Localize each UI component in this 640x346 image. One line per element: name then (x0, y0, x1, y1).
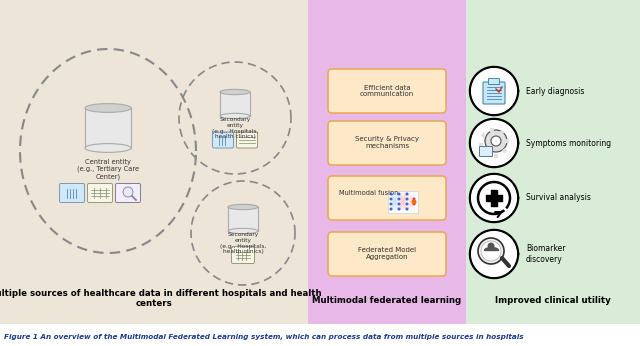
Circle shape (471, 231, 517, 277)
FancyBboxPatch shape (115, 183, 141, 202)
Bar (220, 92, 250, 116)
Bar (502, 148, 508, 154)
Circle shape (471, 175, 517, 221)
Ellipse shape (228, 204, 258, 210)
FancyBboxPatch shape (483, 82, 505, 104)
FancyBboxPatch shape (88, 183, 113, 202)
FancyBboxPatch shape (328, 121, 446, 165)
Text: Secondary
entity
(e.g., Hospitals,
health clinics): Secondary entity (e.g., Hospitals, healt… (212, 117, 258, 139)
Text: Federated Model
Aggregation: Federated Model Aggregation (358, 247, 416, 261)
Text: Improved clinical utility: Improved clinical utility (495, 296, 611, 305)
Text: Survival analysis: Survival analysis (526, 193, 591, 202)
Circle shape (397, 192, 401, 195)
Ellipse shape (228, 228, 258, 234)
FancyBboxPatch shape (488, 79, 499, 84)
Circle shape (481, 241, 501, 261)
Text: Figure 1 An overview of the Multimodal Federated Learning system, which can proc: Figure 1 An overview of the Multimodal F… (4, 334, 524, 340)
Circle shape (397, 208, 401, 210)
FancyBboxPatch shape (237, 132, 257, 148)
Ellipse shape (220, 113, 250, 119)
Text: Multimodal fusion: Multimodal fusion (339, 190, 399, 196)
Circle shape (471, 120, 517, 166)
Text: Secondary
entity
(e.g., Hospitals,
health clinics): Secondary entity (e.g., Hospitals, healt… (220, 232, 266, 254)
Ellipse shape (220, 89, 250, 95)
Ellipse shape (85, 103, 131, 112)
Circle shape (390, 202, 392, 206)
FancyBboxPatch shape (328, 232, 446, 276)
Text: Multiple sources of healthcare data in different hospitals and health
centers: Multiple sources of healthcare data in d… (0, 289, 321, 308)
Text: Central entity
(e.g., Tertiary Care
Center): Central entity (e.g., Tertiary Care Cent… (77, 159, 139, 180)
FancyBboxPatch shape (212, 132, 234, 148)
Bar (481, 133, 486, 138)
Circle shape (390, 198, 392, 200)
Circle shape (390, 208, 392, 210)
Bar (505, 139, 509, 143)
Bar (466, 0, 640, 324)
Circle shape (413, 198, 415, 200)
Text: Multimodal federated learning: Multimodal federated learning (312, 296, 461, 305)
Bar (85, 108, 131, 148)
Circle shape (406, 198, 408, 200)
Circle shape (406, 192, 408, 195)
FancyBboxPatch shape (328, 69, 446, 113)
Circle shape (478, 238, 504, 264)
Circle shape (412, 200, 417, 204)
Circle shape (406, 202, 408, 206)
FancyBboxPatch shape (232, 246, 255, 264)
FancyBboxPatch shape (479, 146, 493, 156)
Circle shape (491, 136, 501, 146)
Circle shape (471, 68, 517, 114)
Bar (308, 0, 466, 324)
Circle shape (390, 192, 392, 195)
FancyBboxPatch shape (328, 176, 446, 220)
Circle shape (397, 198, 401, 200)
Circle shape (397, 202, 401, 206)
Bar (483, 151, 489, 156)
Text: Biomarker
discovery: Biomarker discovery (526, 244, 566, 264)
Text: Early diagnosis: Early diagnosis (526, 86, 584, 95)
Circle shape (406, 208, 408, 210)
Circle shape (413, 202, 415, 206)
Text: Security & Privacy
mechanisms: Security & Privacy mechanisms (355, 137, 419, 149)
Bar (0, 0, 308, 324)
FancyBboxPatch shape (388, 191, 418, 213)
Text: Symptoms monitoring: Symptoms monitoring (526, 138, 611, 147)
Circle shape (123, 187, 133, 197)
Bar (490, 128, 494, 132)
Circle shape (488, 243, 495, 249)
Text: Efficient data
communication: Efficient data communication (360, 84, 414, 98)
Ellipse shape (85, 144, 131, 152)
FancyBboxPatch shape (60, 183, 84, 202)
Circle shape (485, 130, 507, 152)
Bar (228, 207, 258, 231)
Bar (499, 129, 504, 135)
Bar (494, 154, 498, 158)
Bar (479, 143, 483, 147)
